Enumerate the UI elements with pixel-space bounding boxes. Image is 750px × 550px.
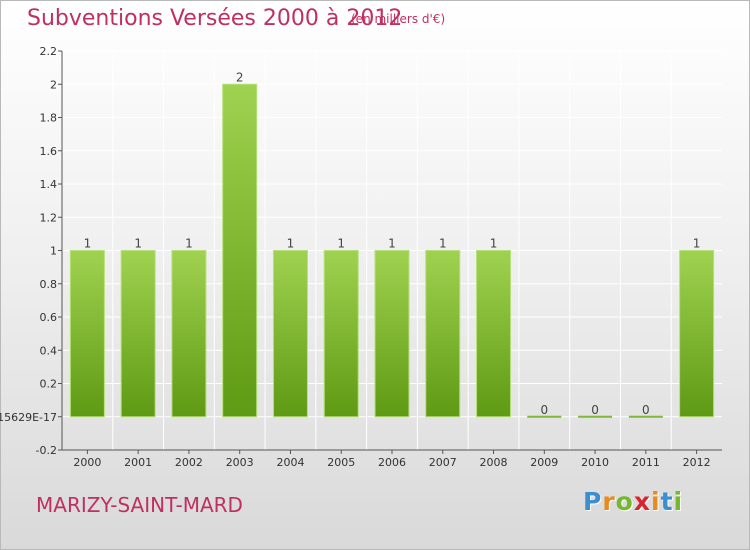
data-label: 1 [490, 237, 498, 251]
data-label: 0 [591, 403, 599, 417]
city-name: MARIZY-SAINT-MARD [36, 493, 243, 517]
bar [374, 250, 410, 418]
y-tick-label: 1.8 [40, 112, 58, 125]
proxiti-logo: Proxiti [583, 487, 683, 516]
y-tick-label: 0.4 [40, 344, 58, 357]
x-tick-label: 2008 [480, 456, 508, 469]
logo-letter: r [602, 487, 616, 516]
y-tick-label: 1.2 [40, 211, 58, 224]
x-tick-label: 2001 [124, 456, 152, 469]
y-tick-label: 0.6 [40, 311, 58, 324]
y-tick-label: -15629E-17 [0, 411, 57, 424]
data-label: 1 [388, 237, 396, 251]
y-tick-label: 1.4 [40, 178, 58, 191]
bar [527, 415, 562, 418]
y-tick-label: 1.6 [40, 145, 58, 158]
data-label: 2 [236, 70, 244, 84]
logo-letter: i [673, 487, 684, 516]
data-label: 0 [642, 403, 650, 417]
logo-letter: P [583, 487, 603, 516]
bar [679, 250, 715, 418]
data-label: 1 [134, 237, 142, 251]
bar [171, 250, 207, 418]
chart-title: Subventions Versées 2000 à 2012 [27, 6, 403, 31]
x-tick-label: 2007 [429, 456, 457, 469]
y-tick-label: -0.2 [36, 444, 57, 457]
data-label: 0 [540, 403, 548, 417]
labels: -0.2 -15629E-17 0.2 0.4 0.6 0.8 1 1.2 1.4 1.6 1.8 2… [0, 45, 711, 469]
bar [272, 250, 308, 418]
bar [425, 250, 461, 418]
bar [120, 250, 156, 418]
y-tick-label: 0.8 [40, 278, 58, 291]
data-label: 1 [337, 237, 345, 251]
logo-letter: x [633, 487, 651, 516]
y-tick-label: 1 [50, 245, 57, 258]
bars [69, 83, 715, 418]
logo-letter: t [660, 487, 674, 516]
data-label: 1 [439, 237, 447, 251]
bar [628, 415, 663, 418]
x-tick-label: 2011 [632, 456, 660, 469]
x-tick-label: 2006 [378, 456, 406, 469]
x-tick-label: 2010 [581, 456, 609, 469]
bar [222, 83, 258, 418]
data-label: 1 [287, 237, 295, 251]
bar [69, 250, 105, 418]
axes [58, 50, 722, 454]
logo-letter: o [615, 487, 634, 516]
x-tick-label: 2009 [530, 456, 558, 469]
x-tick-label: 2002 [175, 456, 203, 469]
y-tick-label: 0.2 [40, 378, 58, 391]
data-label: 1 [185, 237, 193, 251]
chart-subtitle: (en milliers d'€) [351, 12, 446, 26]
x-tick-label: 2000 [73, 456, 101, 469]
x-tick-label: 2012 [683, 456, 711, 469]
x-tick-label: 2003 [226, 456, 254, 469]
data-label: 1 [693, 237, 701, 251]
x-tick-label: 2005 [327, 456, 355, 469]
x-tick-label: 2004 [276, 456, 304, 469]
bar [476, 250, 512, 418]
y-tick-label: 2 [50, 78, 57, 91]
y-tick-label: 2.2 [40, 45, 58, 58]
bar [323, 250, 359, 418]
logo-letter: i [651, 487, 661, 516]
data-label: 1 [84, 237, 92, 251]
bar [578, 415, 613, 418]
